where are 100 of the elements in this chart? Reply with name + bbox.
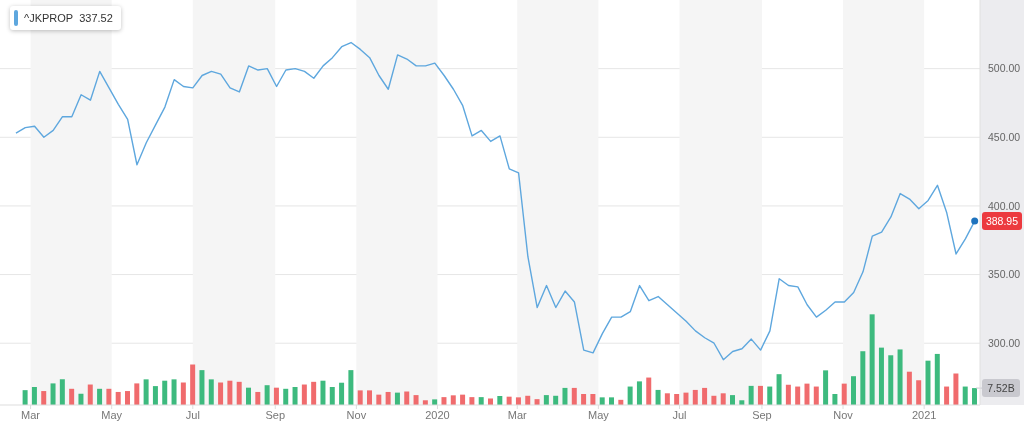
bar — [134, 383, 140, 405]
x-tick-label: May — [101, 408, 123, 421]
bar — [543, 395, 549, 405]
bar — [674, 393, 680, 405]
x-tick-label: Mar — [21, 408, 41, 421]
bar — [515, 397, 521, 405]
bar — [878, 347, 884, 405]
bar — [385, 391, 391, 405]
bar — [441, 397, 447, 405]
annotation: 337.52 — [79, 12, 113, 24]
x-tick-label: Sep — [752, 408, 772, 421]
bar — [962, 386, 968, 405]
bar — [320, 380, 326, 405]
bar — [311, 381, 317, 405]
bar — [292, 387, 298, 405]
bar — [199, 370, 205, 405]
legend-label: ^JKPROP — [24, 12, 74, 24]
y2-tick-label: 7.52B — [987, 382, 1015, 395]
bar — [599, 397, 605, 405]
bar — [190, 364, 196, 405]
bar — [50, 383, 56, 405]
x-tick-label: Sep — [265, 408, 286, 421]
bar — [897, 349, 903, 405]
annotation: 388.95 — [985, 215, 1019, 228]
bar — [208, 379, 214, 405]
bar — [767, 386, 773, 405]
bar — [590, 393, 596, 405]
bar — [236, 381, 242, 405]
bar — [301, 384, 307, 405]
bar — [227, 380, 233, 405]
bar — [972, 388, 978, 405]
bar — [255, 391, 261, 405]
x-tick-label: Jul — [185, 408, 200, 421]
bar — [655, 389, 661, 405]
bar — [860, 351, 866, 405]
bar — [31, 387, 37, 405]
bar — [925, 360, 931, 405]
bar — [87, 384, 93, 405]
bar — [646, 377, 652, 405]
bar — [264, 385, 270, 405]
bar — [944, 386, 950, 405]
bar — [664, 393, 670, 405]
y-tick-label: 300.00 — [988, 336, 1021, 349]
bar — [488, 398, 494, 405]
bar — [162, 380, 168, 405]
bar — [106, 388, 112, 405]
bar — [273, 387, 279, 405]
bar — [627, 386, 633, 405]
bar — [953, 373, 959, 405]
bar — [804, 383, 810, 405]
bar — [581, 393, 587, 405]
bar — [152, 386, 158, 405]
bar — [246, 387, 251, 405]
bar — [115, 391, 121, 405]
y-tick-label: 450.00 — [988, 131, 1021, 144]
bar — [469, 397, 475, 405]
bar — [283, 388, 289, 405]
y-tick-label: 400.00 — [988, 199, 1021, 212]
bar — [143, 379, 149, 405]
bar — [692, 389, 698, 405]
bar — [218, 382, 224, 405]
bar — [571, 387, 577, 405]
bar — [171, 379, 177, 405]
bar — [757, 385, 763, 405]
bar — [413, 395, 419, 405]
y-tick-label: 350.00 — [988, 268, 1021, 281]
bar — [180, 382, 186, 405]
x-tick-label: May — [587, 408, 610, 421]
bar — [41, 391, 47, 405]
bar — [795, 386, 801, 405]
y-tick-label: 500.00 — [988, 62, 1021, 75]
x-tick-label: 2020 — [425, 408, 450, 421]
bar — [823, 370, 829, 405]
bar — [357, 390, 363, 405]
bar — [69, 388, 75, 405]
bar — [934, 353, 940, 405]
bar — [813, 386, 819, 405]
bar — [916, 380, 922, 405]
x-tick-label: Nov — [833, 408, 854, 421]
bar — [841, 383, 847, 405]
bar — [702, 387, 708, 405]
bar — [329, 387, 335, 405]
bar — [59, 379, 65, 405]
bar — [348, 370, 354, 405]
bar — [832, 393, 838, 405]
bar — [562, 387, 568, 405]
bar — [450, 395, 456, 405]
bar — [636, 381, 642, 405]
bar — [748, 385, 754, 405]
bar — [776, 374, 782, 405]
bar — [906, 371, 912, 405]
bar — [22, 390, 28, 405]
bar — [851, 376, 857, 405]
x-tick-label: Mar — [507, 408, 528, 421]
x-tick-label: Nov — [346, 408, 367, 421]
bar — [478, 397, 484, 405]
bar — [869, 314, 875, 405]
bar — [730, 395, 736, 405]
bar — [367, 390, 373, 405]
bar — [888, 355, 894, 405]
